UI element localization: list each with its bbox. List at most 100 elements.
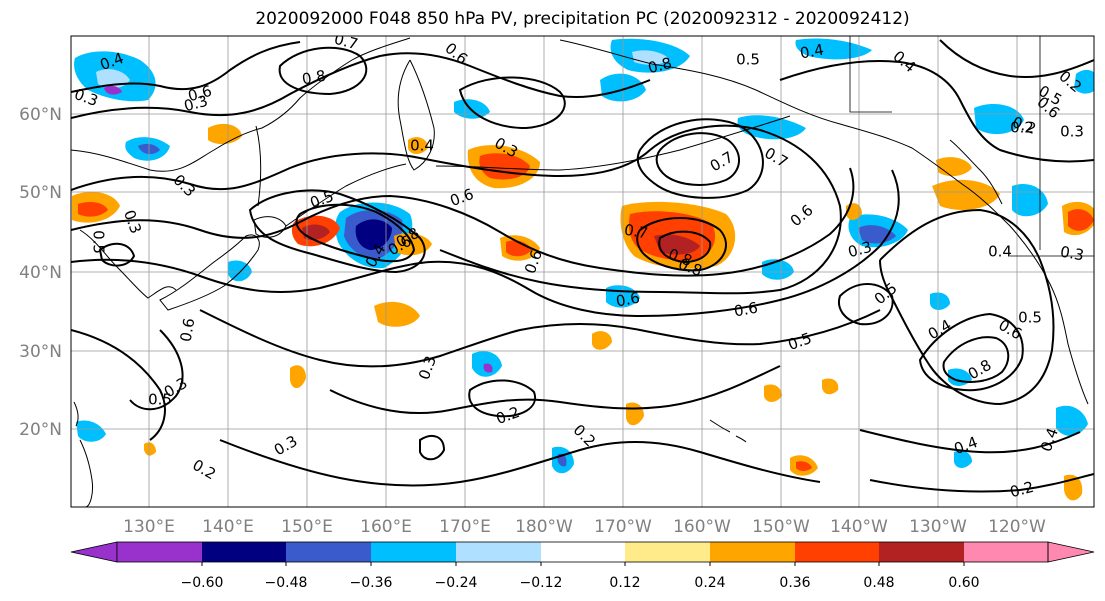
map-title: 2020092000 F048 850 hPa PV, precipitatio… xyxy=(255,9,910,29)
pv-contour-north-1 xyxy=(71,52,651,119)
pv-contour-mid-loop xyxy=(468,379,537,418)
lon-label: 120°W xyxy=(988,517,1046,537)
shade-orange-e-2 xyxy=(764,384,782,402)
pv-contour-low-kuril-inner xyxy=(295,203,416,263)
contour-label: 0.6 xyxy=(186,82,214,106)
shade-orange-w-3 xyxy=(592,331,612,350)
lon-label: 170°E xyxy=(439,517,491,537)
shade-blue-ne-1 xyxy=(974,104,1024,135)
pv-contour-north-2 xyxy=(71,41,301,93)
map-area: 0.40.3 0.60.80.7 0.6 0.8 0.5 0.4 0.40.50.60.20… xyxy=(71,30,1094,507)
contour-label: 0.6 xyxy=(733,299,760,321)
shade-blue-ne-3 xyxy=(1074,69,1094,94)
contour-label: 0.3 xyxy=(182,92,210,116)
colorbar-segment xyxy=(202,542,286,562)
shade-blue-e-coast xyxy=(1056,405,1088,436)
colorbar-tick-label: −0.12 xyxy=(520,575,563,591)
contour-label: 0.2 xyxy=(1008,478,1036,502)
contour-label: 0.4 xyxy=(799,41,826,63)
colorbar-tick-label: −0.48 xyxy=(265,575,308,591)
colorbar-extend-min xyxy=(70,541,118,563)
colorbar-tick-label: −0.60 xyxy=(181,575,224,591)
contour-label: 0.7 xyxy=(332,30,360,54)
pv-contour-low-center-inner xyxy=(658,230,712,264)
shade-blue-far-sw xyxy=(76,420,106,442)
shade-red-mid xyxy=(506,240,532,257)
contour-label: 0.5 xyxy=(90,230,108,254)
shade-orange-w-4 xyxy=(408,137,428,154)
pv-contour-aleutian-loop-1 xyxy=(636,118,764,199)
pv-contour-south-2 xyxy=(71,329,184,441)
contour-label: 0.3 xyxy=(1059,243,1086,265)
shade-orange-s-kuril xyxy=(374,301,420,327)
shade-red-w xyxy=(78,202,108,217)
pv-contour-east-2 xyxy=(779,59,1094,163)
colorbar-tick-labels: −0.60 −0.48 −0.36 −0.24 −0.12 0.12 0.24 0.36 0.4… xyxy=(181,562,980,591)
colorbar-tick-label: −0.24 xyxy=(435,575,478,591)
contour-label: 0.5 xyxy=(1018,309,1042,327)
shade-blue-aleutian xyxy=(737,115,806,140)
lat-label: 60°N xyxy=(19,105,62,125)
colorbar-tick-label: 0.60 xyxy=(948,575,979,591)
shade-orange-e-3 xyxy=(822,378,839,395)
colorbar-segment xyxy=(541,542,625,562)
border-alaska-canada xyxy=(849,36,892,113)
pv-contour-jet-3 xyxy=(71,169,900,318)
shade-red-se-1 xyxy=(796,461,812,471)
lat-label: 40°N xyxy=(19,263,62,283)
colorbar-tick-label: 0.24 xyxy=(694,575,725,591)
pv-contour-north-loop xyxy=(278,46,368,96)
colorbar-segment xyxy=(286,542,371,562)
coast-alaska xyxy=(559,39,1089,405)
border-canada-us xyxy=(1010,36,1094,257)
contour-label: 0.4 xyxy=(410,137,434,155)
pv-contour-south-3 xyxy=(219,439,821,487)
colorbar-segment xyxy=(117,542,202,562)
lon-label: 140°E xyxy=(202,517,254,537)
contour-label: 0.5 xyxy=(736,51,760,69)
lat-label: 30°N xyxy=(19,342,62,362)
pv-contour-jet-2 xyxy=(71,167,855,277)
coast-asia-mainland xyxy=(71,37,411,172)
coast-kamchatka xyxy=(397,59,435,171)
lon-label: 160°W xyxy=(673,517,731,537)
longitude-labels: 130°E 140°E 150°E 160°E 170°E 180°W 170°W 160°W… xyxy=(123,517,1046,537)
lon-label: 130°W xyxy=(909,517,967,537)
shade-purple-sw-1 xyxy=(483,363,493,373)
pv-contour-east-1 xyxy=(879,208,1055,406)
pv-contour-east-loop-inner xyxy=(942,336,1010,383)
contour-label: 0.2 xyxy=(1010,119,1034,137)
lon-label: 140°W xyxy=(830,517,888,537)
shade-navy-kuril xyxy=(355,219,392,250)
pv-contour-w-small-1 xyxy=(419,434,446,461)
coast-hawaii xyxy=(709,419,747,443)
colorbar-tick-label: 0.36 xyxy=(779,575,810,591)
lon-label: 150°W xyxy=(752,517,810,537)
contour-label: 0.8 xyxy=(301,67,328,89)
pv-contour-east-loop xyxy=(918,312,1024,392)
pv-contours xyxy=(71,39,1094,493)
colorbar-segment xyxy=(625,542,710,562)
colorbar-frame xyxy=(116,541,1049,563)
contour-label: 0.6 xyxy=(615,289,642,311)
shade-blue-north-right xyxy=(795,38,872,60)
pv-contour-se-loop xyxy=(838,283,894,326)
graticule xyxy=(71,36,1094,507)
lon-label: 150°E xyxy=(281,517,333,537)
pv-contour-aleutian-loop-2 xyxy=(655,132,740,186)
contour-label: 0.3 xyxy=(846,238,874,262)
coast-philippines xyxy=(79,439,93,507)
colorbar-segment xyxy=(371,542,456,562)
colorbar-tick-label: 0.48 xyxy=(863,575,894,591)
contour-label: 0.5 xyxy=(148,391,172,409)
colorbar-segment xyxy=(456,542,541,562)
coast-taiwan xyxy=(73,401,79,427)
coast-korea xyxy=(79,229,177,299)
pv-contour-south-1 xyxy=(199,309,881,368)
coastlines xyxy=(71,36,1094,507)
coast-sakhalin xyxy=(255,125,262,207)
pv-contour-south-4 xyxy=(329,365,781,415)
pv-contour-east-4 xyxy=(869,473,1094,493)
colorbar-tick-label: 0.12 xyxy=(609,575,640,591)
